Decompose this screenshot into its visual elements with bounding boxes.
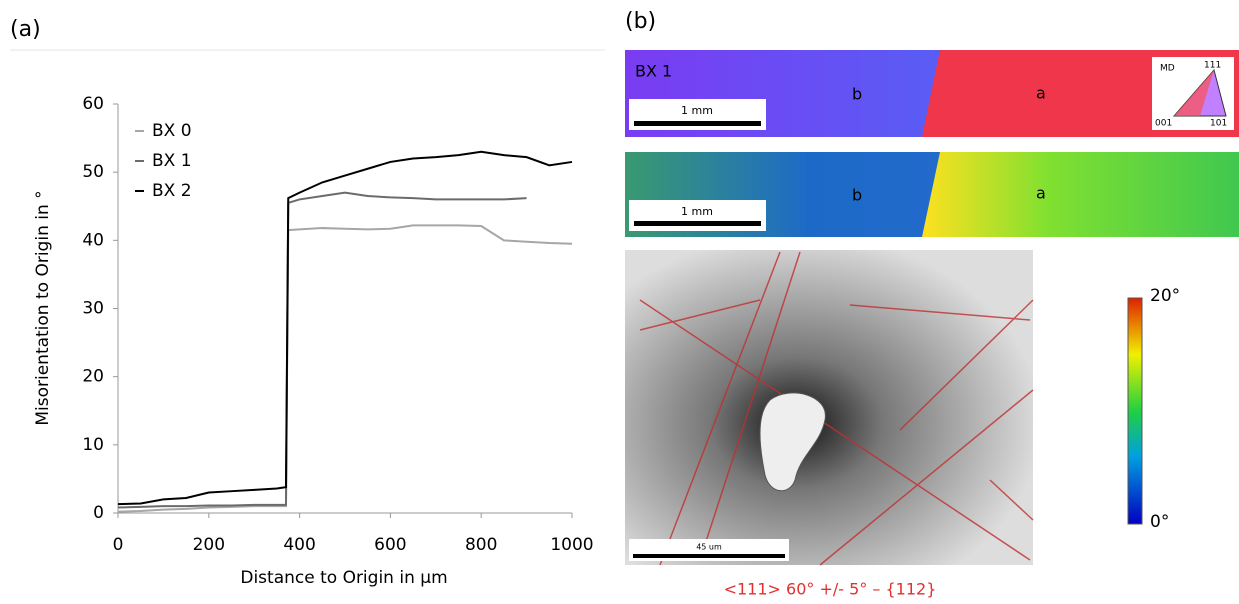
series-line (117, 191, 527, 509)
x-axis-label: Distance to Origin in µm (240, 568, 447, 588)
micrograph (625, 250, 1033, 565)
y-tick-label: 40 (82, 230, 104, 250)
ipf-label: MD (1160, 64, 1175, 74)
ipf-triangle (1174, 70, 1214, 116)
colorbar (1127, 297, 1143, 525)
ipf-label: 111 (1204, 61, 1221, 71)
colorbar-label: 0° (1150, 512, 1169, 532)
grain-label: a (1036, 84, 1046, 103)
scale-bar (634, 121, 761, 126)
grain-label: a (1036, 184, 1046, 203)
y-tick-label: 50 (82, 162, 104, 182)
x-tick-label: 200 (193, 535, 225, 555)
scale-bar (633, 554, 785, 558)
legend-label: BX 0 (152, 121, 192, 141)
y-tick-label: 0 (93, 503, 104, 523)
caption: <111> 60° +/- 5° – {112} (724, 580, 937, 599)
x-tick-label: 600 (374, 535, 406, 555)
scale-text: 45 um (696, 543, 722, 552)
y-tick-label: 60 (82, 94, 104, 114)
x-tick-label: 800 (465, 535, 497, 555)
twin-boundaries (639, 251, 1034, 566)
series-line (117, 150, 573, 506)
panel-label: (b) (625, 9, 656, 34)
legend-label: BX 1 (152, 151, 192, 171)
y-axis-label: Misorientation to Origin in ° (33, 190, 53, 425)
legend-label: BX 2 (152, 181, 192, 201)
scale-text: 1 mm (681, 205, 713, 218)
ipf-label: 001 (1155, 119, 1172, 129)
y-tick-label: 30 (82, 299, 104, 319)
panel-label: (a) (10, 17, 41, 42)
grain-label: b (852, 85, 862, 104)
grain-a (922, 152, 1239, 237)
sample-label: BX 1 (635, 62, 672, 81)
colorbar-label: 20° (1150, 286, 1180, 306)
scale-text: 1 mm (681, 104, 713, 117)
y-tick-label: 20 (82, 367, 104, 387)
x-tick-label: 400 (283, 535, 315, 555)
x-tick-label: 1000 (550, 535, 593, 555)
scale-bar (634, 221, 761, 226)
particle (759, 392, 826, 492)
ipf-label: 101 (1210, 119, 1227, 129)
y-tick-label: 10 (82, 435, 104, 455)
x-tick-label: 0 (113, 535, 124, 555)
series-line (117, 224, 573, 513)
grain-label: b (852, 186, 862, 205)
